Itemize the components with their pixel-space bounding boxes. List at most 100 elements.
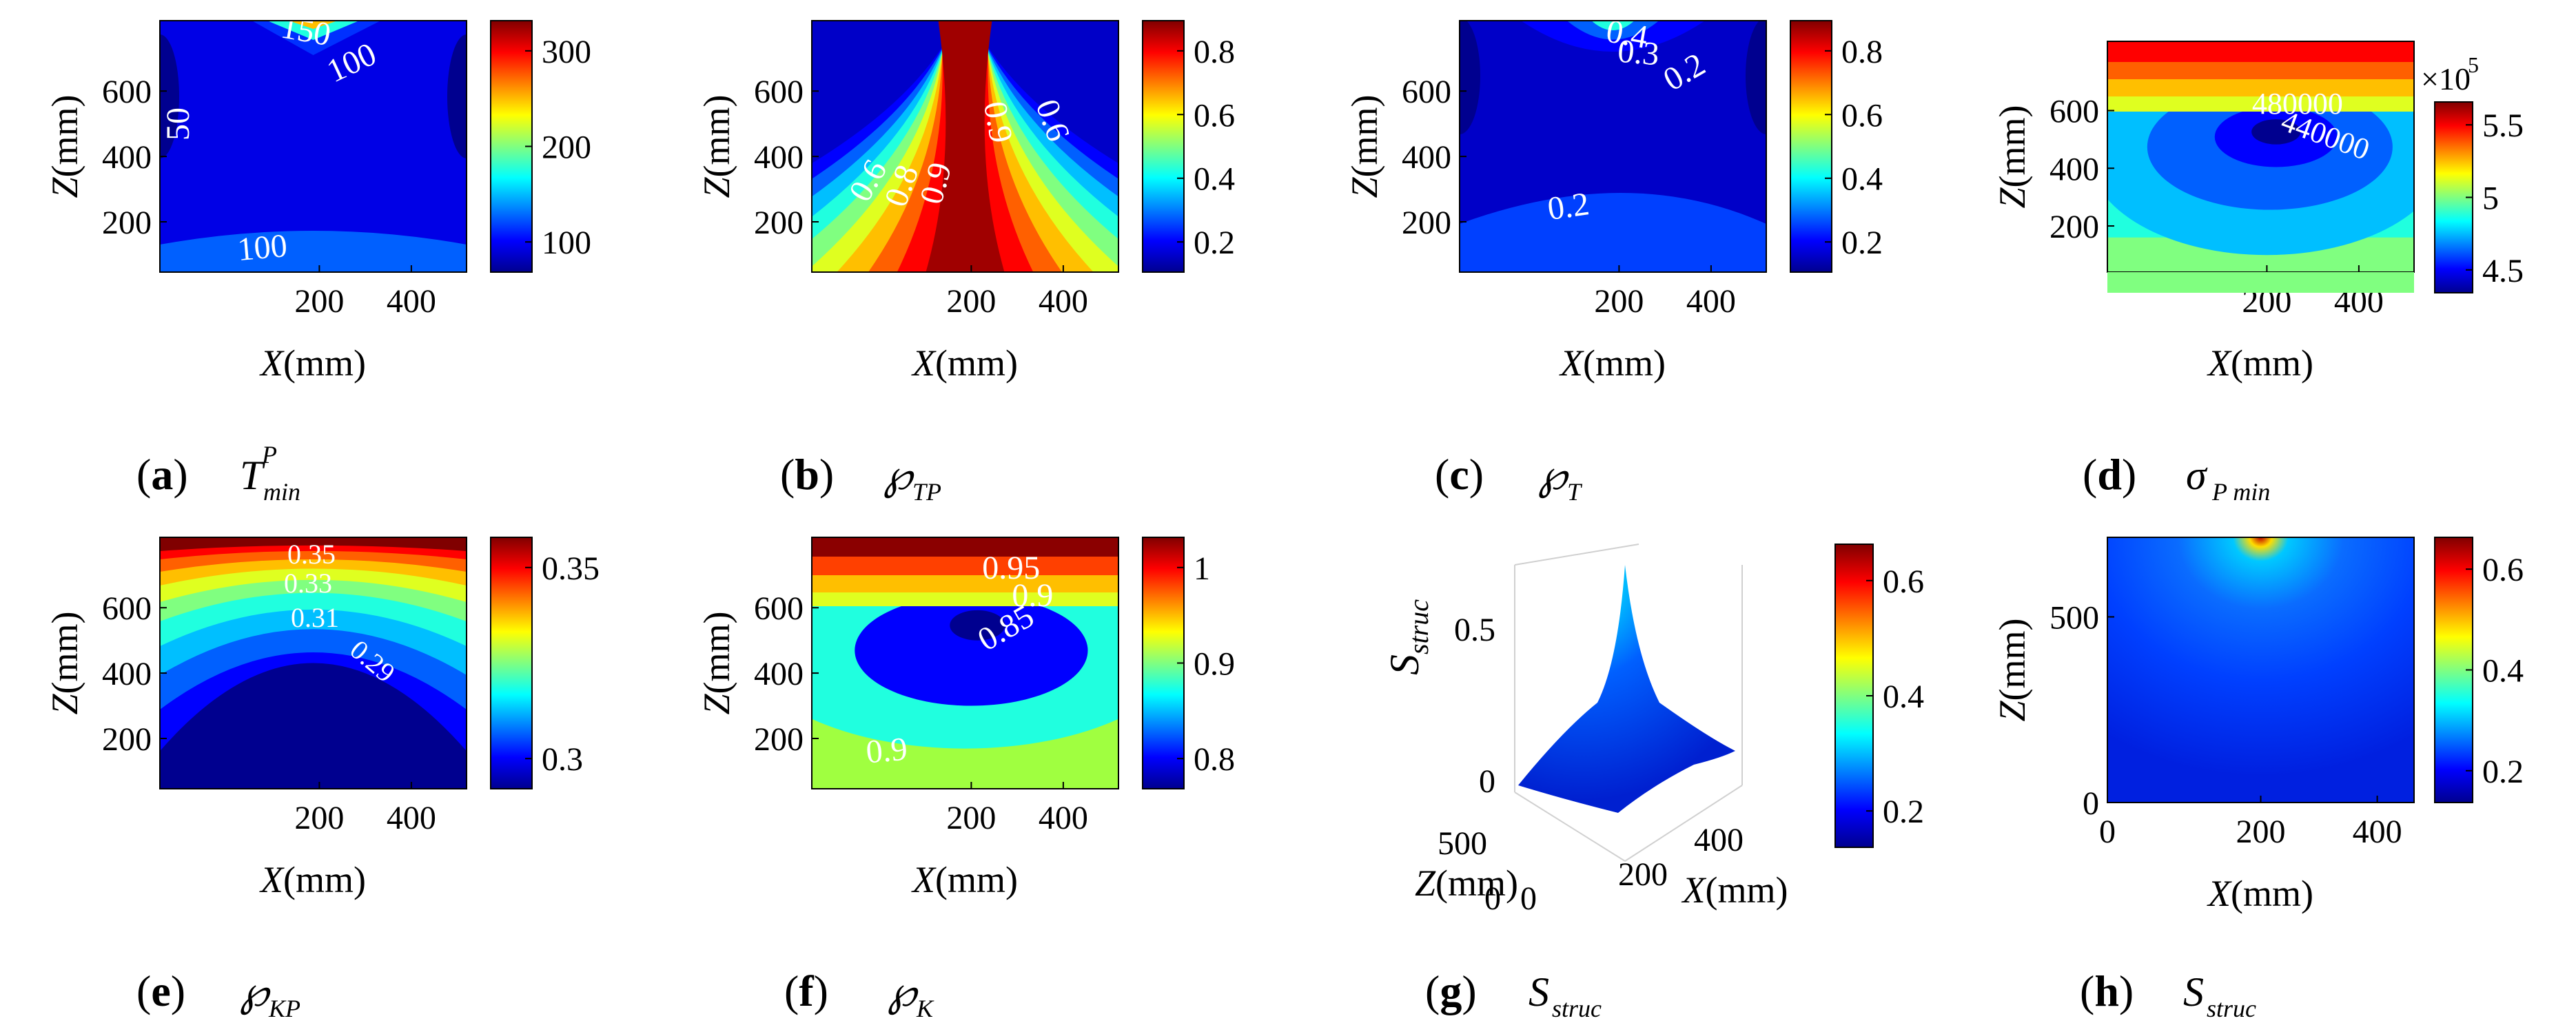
colorbar-tick-label: 0.35 bbox=[542, 550, 600, 587]
caption-symbol: ℘ bbox=[1538, 453, 1569, 499]
plot-area: 0.950.90.850.9 bbox=[812, 537, 1118, 789]
x-tick-label: 200 bbox=[2236, 814, 2286, 850]
x-axis-label-unit: (mm) bbox=[935, 342, 1018, 384]
y-tick-label: 400 bbox=[1402, 139, 1451, 176]
y-tick-label: 600 bbox=[102, 590, 152, 627]
y-axis-label-unit: (mm) bbox=[1992, 105, 2033, 187]
caption-sub: min bbox=[263, 478, 300, 506]
y-axis-label-unit: (mm) bbox=[44, 94, 85, 177]
caption-label-part: ) bbox=[2119, 966, 2134, 1015]
y-axis-label-unit: (mm) bbox=[1344, 94, 1385, 177]
contour-label: 100 bbox=[236, 227, 288, 268]
colorbar-tick-label: 100 bbox=[542, 225, 591, 261]
colorbar-tick-label: 0.2 bbox=[1841, 225, 1883, 261]
caption-symbol: ℘ bbox=[888, 969, 919, 1015]
x-axis-label: X(mm) bbox=[1559, 342, 1666, 384]
plot-area: 0.40.30.20.2 bbox=[1460, 21, 1766, 272]
axis-box-line bbox=[1514, 544, 1639, 566]
caption-label-part: ( bbox=[2080, 966, 2094, 1015]
caption-label: (g) bbox=[1425, 966, 1477, 1015]
x-axis-label: X(mm) bbox=[2207, 873, 2313, 914]
colorbar-tick-label: 1 bbox=[1194, 550, 1210, 587]
caption-label-part: ) bbox=[814, 966, 828, 1015]
caption-label-part: ) bbox=[819, 450, 834, 499]
x-axis-label: X(mm) bbox=[1681, 869, 1788, 911]
colorbar-g: 0.2 0.4 0.6 bbox=[1834, 544, 1924, 848]
y-axis-label-unit: (mm) bbox=[696, 611, 737, 694]
y-tick-label: 200 bbox=[102, 205, 152, 241]
caption-label: (c) bbox=[1435, 450, 1484, 499]
caption-label-part: ) bbox=[2122, 450, 2136, 499]
caption-label-part: a bbox=[151, 450, 173, 499]
region-peak-2 bbox=[288, 21, 338, 29]
x-tick-label: 400 bbox=[1039, 800, 1088, 836]
axis-box-line bbox=[1514, 792, 1626, 862]
x-axis-label-var: X bbox=[2207, 342, 2232, 384]
caption-label-part: h bbox=[2094, 966, 2119, 1015]
colorbar-a: 100 200 300 bbox=[490, 20, 591, 273]
panel-caption-d: (d) σ P min bbox=[2083, 450, 2270, 506]
colorbar-tick-label: 0.6 bbox=[1194, 97, 1235, 134]
caption-label-part: ) bbox=[173, 450, 187, 499]
y-tick-label: 600 bbox=[754, 74, 804, 110]
panel-caption-f: (f) ℘ K bbox=[784, 966, 934, 1022]
y-axis-label-unit: (mm) bbox=[1435, 862, 1518, 904]
colorbar-f: 0.8 0.9 1 bbox=[1142, 537, 1235, 789]
x-axis-label-unit: (mm) bbox=[283, 859, 366, 900]
region-top-3 bbox=[1591, 21, 1635, 30]
caption-label-part: ( bbox=[1425, 966, 1440, 1015]
x-tick-label: 400 bbox=[2353, 814, 2402, 850]
region-dark bbox=[160, 663, 467, 789]
z-tick-label: 0 bbox=[1479, 763, 1495, 800]
y-axis-label-var: Z bbox=[1992, 187, 2033, 209]
colorbar-tick-label: 0.4 bbox=[2482, 653, 2524, 690]
caption-sub: TP bbox=[912, 478, 941, 506]
panel-caption-c: (c) ℘ T bbox=[1435, 450, 1583, 506]
colorbar-exponent: ×10 bbox=[2421, 61, 2471, 96]
region-peak-1 bbox=[267, 21, 360, 40]
caption-label-part: ( bbox=[1435, 450, 1449, 499]
y-axis-label-var: Z bbox=[44, 177, 85, 198]
contour-label: 0.35 bbox=[287, 539, 336, 570]
colorbar-e: 0.3 0.35 bbox=[490, 537, 600, 789]
caption-label-part: g bbox=[1440, 966, 1462, 1015]
y-axis-label-unit: (mm) bbox=[696, 94, 737, 177]
z-tick-label: 0.5 bbox=[1454, 612, 1495, 648]
contour-label: 50 bbox=[160, 107, 196, 141]
colorbar-tick-label: 4.5 bbox=[2482, 253, 2524, 289]
contour-label: 0.33 bbox=[284, 568, 332, 599]
x-axis-label-var: X bbox=[911, 342, 937, 384]
caption-label-part: ) bbox=[1469, 450, 1484, 499]
caption-symbol: S bbox=[2183, 969, 2204, 1015]
y-axis-label-var: Z bbox=[696, 694, 737, 715]
colorbar-tick-label: 0.8 bbox=[1194, 741, 1235, 778]
y-tick-label: 200 bbox=[2049, 209, 2099, 245]
caption-sub: struc bbox=[1552, 995, 1602, 1022]
region-right bbox=[1746, 21, 1766, 134]
y-tick-label: 400 bbox=[754, 139, 804, 176]
contour-label: 0.3 bbox=[1616, 33, 1660, 73]
colorbar-b: 0.2 0.4 0.6 0.8 bbox=[1142, 20, 1235, 273]
x-axis-label-unit: (mm) bbox=[2231, 873, 2313, 914]
z-axis-label-sub: struc bbox=[1403, 599, 1434, 654]
y-tick-label: 600 bbox=[102, 74, 152, 110]
y-tick-label: 200 bbox=[754, 721, 804, 758]
colorbar-tick-label: 0.4 bbox=[1841, 161, 1883, 198]
x-axis-label: X(mm) bbox=[2207, 342, 2313, 384]
caption-sub: T bbox=[1567, 478, 1583, 506]
colorbar-tick-label: 200 bbox=[542, 130, 591, 166]
colorbar-exponent-power: 5 bbox=[2468, 52, 2479, 77]
x-axis-label-unit: (mm) bbox=[935, 859, 1018, 900]
y-tick-label: 600 bbox=[754, 590, 804, 627]
plot-area: 0.350.330.310.29 bbox=[160, 537, 467, 789]
colorbar-tick-label: 0.4 bbox=[1194, 161, 1235, 198]
caption-label-part: ( bbox=[2083, 450, 2097, 499]
x-tick-label: 0 bbox=[2099, 814, 2116, 850]
caption-label-part: ( bbox=[136, 450, 151, 499]
y-axis-label: Z(mm) bbox=[1344, 94, 1385, 198]
y-tick-label: 400 bbox=[102, 656, 152, 692]
